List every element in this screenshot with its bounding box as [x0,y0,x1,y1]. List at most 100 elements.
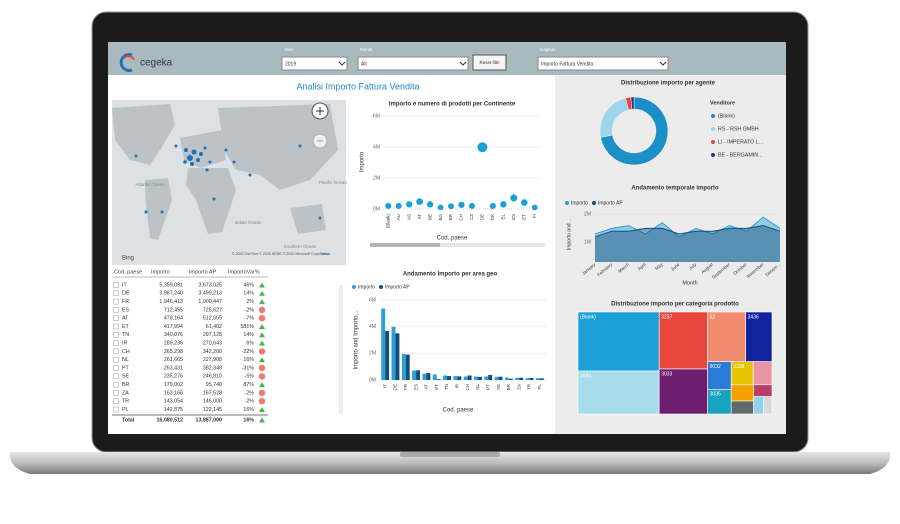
x-tick-label: AU [396,214,401,220]
legend-marker [378,285,383,289]
table-cell: 3,987,240 [159,291,183,297]
legend-marker [565,201,569,205]
dropdown-arrow[interactable] [459,61,467,66]
expand-icon[interactable] [113,315,119,321]
bar [457,376,462,380]
y-tick-label: 0M [373,206,380,212]
trend-down-icon [258,364,266,372]
x-tick-label: DE [393,384,398,390]
table-cell: SE [122,374,130,380]
expand-icon[interactable] [113,323,119,330]
table-cell: PL [122,407,129,413]
filter-label: Caption [540,47,556,52]
scrollbar[interactable] [370,243,545,247]
table-cell: 1,946,413 [159,299,183,305]
filter-dropdown[interactable] [537,56,669,71]
expand-icon[interactable] [113,332,119,338]
bar [515,377,520,380]
expand-icon[interactable] [113,406,119,413]
filter-value: Importo Fattura Vendita [541,61,593,67]
table-cell: 1,900,447 [198,299,222,305]
table-cell: 16% [243,417,254,423]
bar [395,333,400,380]
trend-up-icon [259,332,265,338]
filter-value: 2019 [285,61,296,67]
expand-icon[interactable] [113,298,119,305]
treemap-cell [707,311,746,362]
bar [474,376,478,380]
expand-icon[interactable] [113,307,119,313]
zoom-out-button[interactable] [312,133,328,149]
expand-icon[interactable] [113,373,119,380]
trend-down-icon [258,398,266,405]
treemap-cell [752,361,773,386]
bar [405,354,410,380]
filter-dropdown[interactable] [357,56,469,71]
table-cell: 581% [240,324,254,330]
expand-icon[interactable] [113,340,119,346]
table-cell: 163,166 [164,390,183,396]
zoom-in-button[interactable] [311,102,329,120]
x-tick-label: AS [406,214,411,220]
x-tick-label: DE [480,214,485,220]
table-cell: 265,298 [164,349,183,355]
treemap-cell [753,384,773,397]
table-cell: FR [122,299,129,305]
x-axis-label: Cod. paese [437,236,468,242]
filter-dropdown[interactable] [281,56,348,71]
expand-icon[interactable] [113,290,119,297]
expand-icon[interactable] [113,365,119,371]
expand-icon[interactable] [113,398,119,404]
x-axis-label: Cod. paese [443,408,474,414]
table-cell: DE [122,291,130,297]
map-provider: Bing [122,256,134,262]
table-cell: ES [122,307,130,313]
x-tick-label: ET [521,214,526,220]
bar [385,331,390,380]
bar [525,378,530,380]
bubble [395,202,402,209]
expand-icon[interactable] [113,348,119,355]
bar [539,378,544,380]
treemap-label: 3032 [710,364,721,370]
expand-icon[interactable] [113,390,119,396]
expand-icon[interactable] [113,381,119,388]
table-cell: ZA [122,390,129,396]
expand-icon[interactable] [113,356,119,363]
y-axis-label: Importo and ... [566,218,572,250]
x-tick-label: June [670,262,681,272]
bar [529,378,534,380]
table-cell: TN [122,332,129,338]
dropdown-arrow[interactable] [659,61,667,66]
table-cell: 61,402 [206,324,222,330]
table-cell: 270,643 [203,341,222,347]
legend-label: Importo [358,284,375,290]
table-cell: 2% [246,299,254,305]
x-tick-label: PL [537,384,542,390]
reset-button[interactable]: Reset filtri [472,54,507,71]
x-tick-label: NL [475,384,480,390]
table-header: ImportoVar% [228,269,260,275]
dropdown-arrow[interactable] [338,61,346,66]
table-cell: -31% [242,365,255,371]
x-tick-label: BR [448,213,453,220]
treemap-cell [763,396,773,415]
bubble [489,202,496,209]
reset-button-label[interactable]: Reset filtri [479,60,499,65]
x-tick-label: AT [424,384,429,390]
bar [381,308,386,380]
expand-icon[interactable] [113,282,119,288]
map-label: Pacific Ocean [319,180,347,185]
legend-label: RS - RSH GMBH [718,126,759,132]
legend-label: Importo AP [385,284,410,290]
legend-marker [591,201,596,205]
table-cell: TR [122,399,129,405]
scrollbar-thumb[interactable] [370,243,440,247]
map-points [134,144,322,220]
y-tick-label: 6M [369,297,376,303]
legend-label: Importo [571,200,588,206]
table-scrollbar[interactable] [339,285,343,415]
treemap-cell [577,311,660,372]
trend-up-icon [259,324,265,329]
y-tick-label: 6M [373,113,380,119]
